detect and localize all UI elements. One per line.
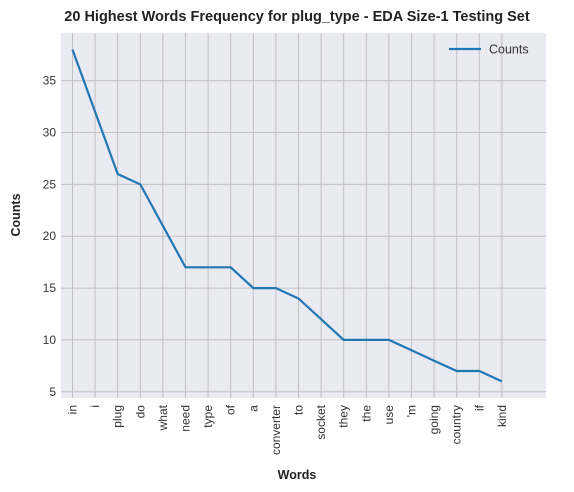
legend: Counts bbox=[449, 43, 529, 57]
chart-title: 20 Highest Words Frequency for plug_type… bbox=[64, 9, 530, 25]
x-tick-label: kind bbox=[495, 405, 509, 427]
y-tick-label: 20 bbox=[43, 229, 57, 243]
x-tick-label: going bbox=[427, 405, 441, 434]
x-tick-label: a bbox=[246, 405, 260, 412]
x-tick-label: of bbox=[224, 404, 238, 415]
x-tick-label: use bbox=[382, 405, 396, 425]
x-tick-label: do bbox=[133, 405, 147, 419]
y-tick-label: 5 bbox=[49, 385, 56, 399]
y-axis-ticks: 5 10 15 20 25 30 35 bbox=[43, 74, 57, 399]
x-tick-label: converter bbox=[269, 405, 283, 455]
x-tick-label: plug bbox=[111, 405, 125, 428]
x-tick-label: type bbox=[201, 405, 215, 428]
y-tick-label: 35 bbox=[43, 74, 57, 88]
x-tick-label: they bbox=[337, 405, 351, 428]
grid-lines bbox=[61, 33, 546, 398]
plot-area bbox=[61, 33, 546, 398]
x-axis-label: Words bbox=[278, 468, 317, 482]
y-axis-label: Counts bbox=[9, 193, 23, 236]
x-tick-label: 'm bbox=[405, 405, 419, 417]
x-tick-label: country bbox=[450, 405, 464, 444]
x-tick-label: what bbox=[156, 404, 170, 431]
x-tick-label: i bbox=[88, 405, 102, 408]
x-tick-label: socket bbox=[314, 404, 328, 439]
x-tick-label: the bbox=[359, 405, 373, 422]
x-tick-label: if bbox=[472, 404, 486, 411]
y-tick-label: 30 bbox=[43, 126, 57, 140]
x-tick-label: in bbox=[66, 405, 80, 414]
legend-label: Counts bbox=[489, 43, 529, 57]
y-tick-label: 25 bbox=[43, 177, 57, 191]
series-line-counts bbox=[71, 49, 503, 383]
x-tick-label: to bbox=[292, 405, 306, 415]
y-tick-label: 10 bbox=[43, 333, 57, 347]
x-tick-label: need bbox=[179, 405, 193, 432]
x-axis-ticks: in i plug do what need type of a converter to socke… bbox=[66, 404, 509, 455]
y-tick-label: 15 bbox=[43, 281, 57, 295]
